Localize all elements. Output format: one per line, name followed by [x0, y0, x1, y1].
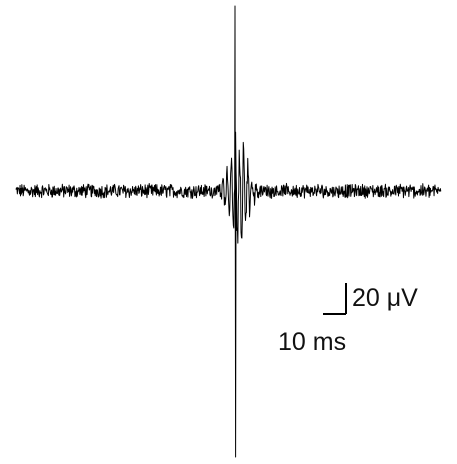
- scale-bar-vertical-label: 20 μV: [352, 284, 418, 312]
- signal-trace: [15, 5, 442, 458]
- scale-bar-horizontal-label: 10 ms: [278, 328, 346, 356]
- scale-bar: 20 μV 10 ms: [278, 283, 418, 356]
